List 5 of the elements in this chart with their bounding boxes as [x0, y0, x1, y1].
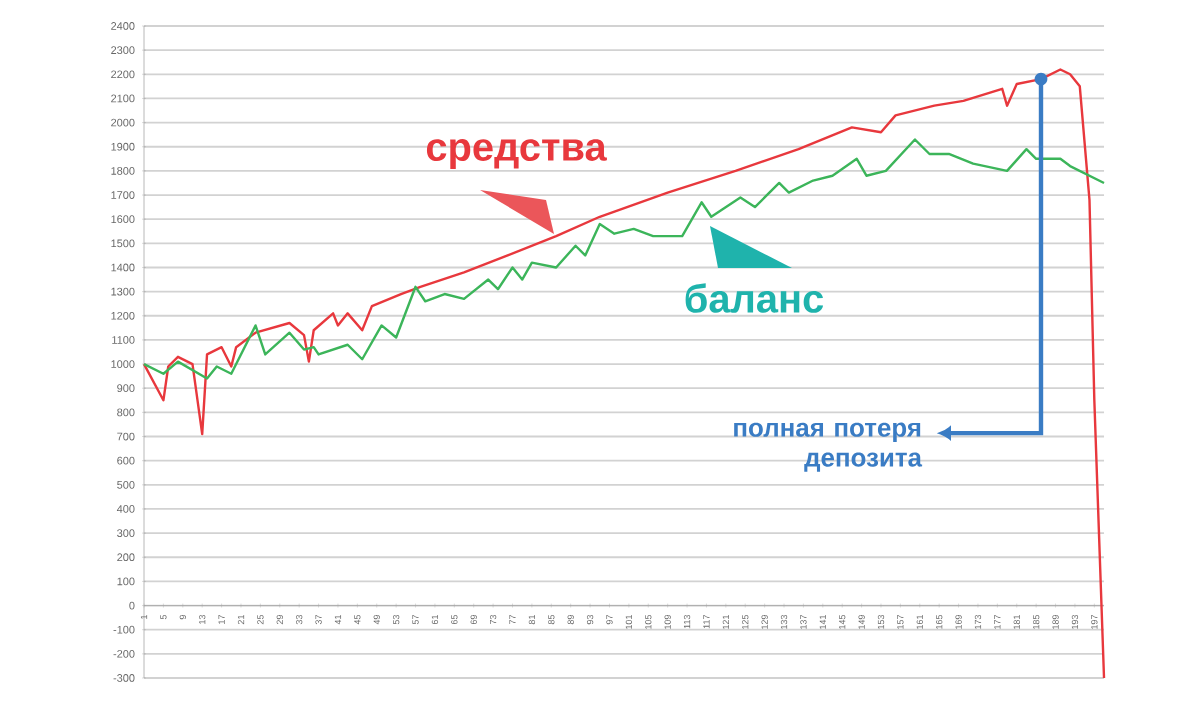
series-label: баланс — [685, 283, 824, 313]
series-label: средства — [426, 139, 607, 169]
annotation: полная потеря депозита — [734, 422, 923, 472]
line-series — [142, 138, 1106, 380]
line-series — [142, 68, 1106, 680]
